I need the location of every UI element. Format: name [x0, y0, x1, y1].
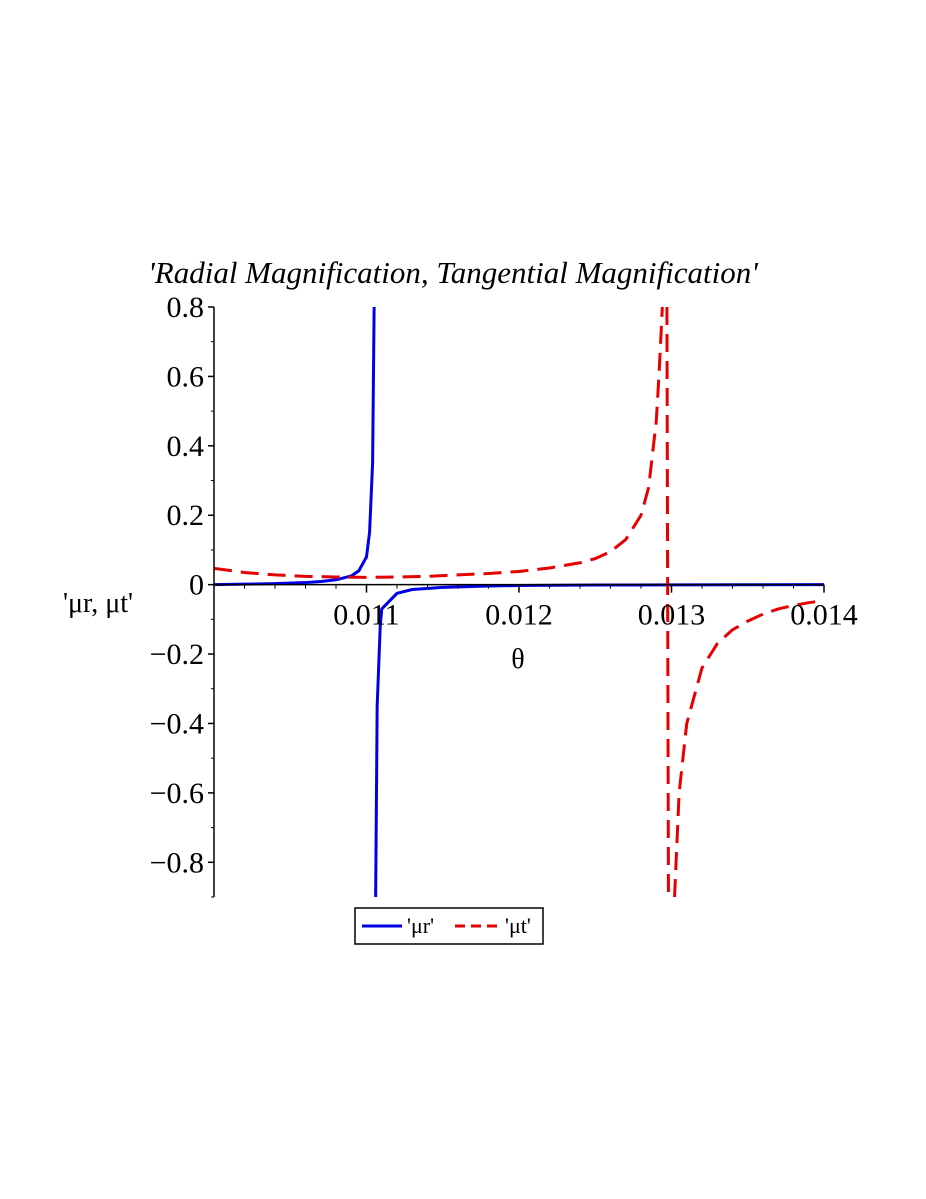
y-tick-label: −0.8 — [150, 846, 204, 879]
x-tick-label: 0.012 — [485, 599, 553, 632]
y-tick-label: 0.2 — [167, 499, 205, 532]
x-axis-label: θ — [511, 644, 524, 675]
y-tick-label: −0.6 — [150, 777, 204, 810]
x-tick-label: 0.011 — [333, 599, 399, 632]
chart-title: 'Radial Magnification, Tangential Magnif… — [148, 255, 759, 290]
series-line-mu-t — [214, 306, 825, 898]
legend: 'μr' 'μt' — [354, 907, 544, 945]
x-tick-label: 0.013 — [638, 599, 706, 632]
axes: 0.8 0.6 0.4 0.2 0 −0.2 −0.4 −0.6 −0.8 0.011 0.012 0… — [150, 291, 858, 898]
y-tick-label: 0.8 — [167, 291, 205, 324]
y-axis-label: 'μr, μt' — [63, 588, 133, 619]
y-tick-label: 0 — [189, 569, 204, 602]
y-tick-label: 0.4 — [167, 430, 205, 463]
x-tick-label: 0.014 — [790, 599, 858, 632]
y-tick-label: −0.2 — [150, 638, 204, 671]
legend-label-mu-t: 'μt' — [505, 913, 531, 938]
y-tick-label: 0.6 — [167, 360, 205, 393]
legend-label-mu-r: 'μr' — [407, 913, 434, 938]
legend-box — [354, 907, 544, 945]
y-tick-label: −0.4 — [150, 707, 204, 740]
